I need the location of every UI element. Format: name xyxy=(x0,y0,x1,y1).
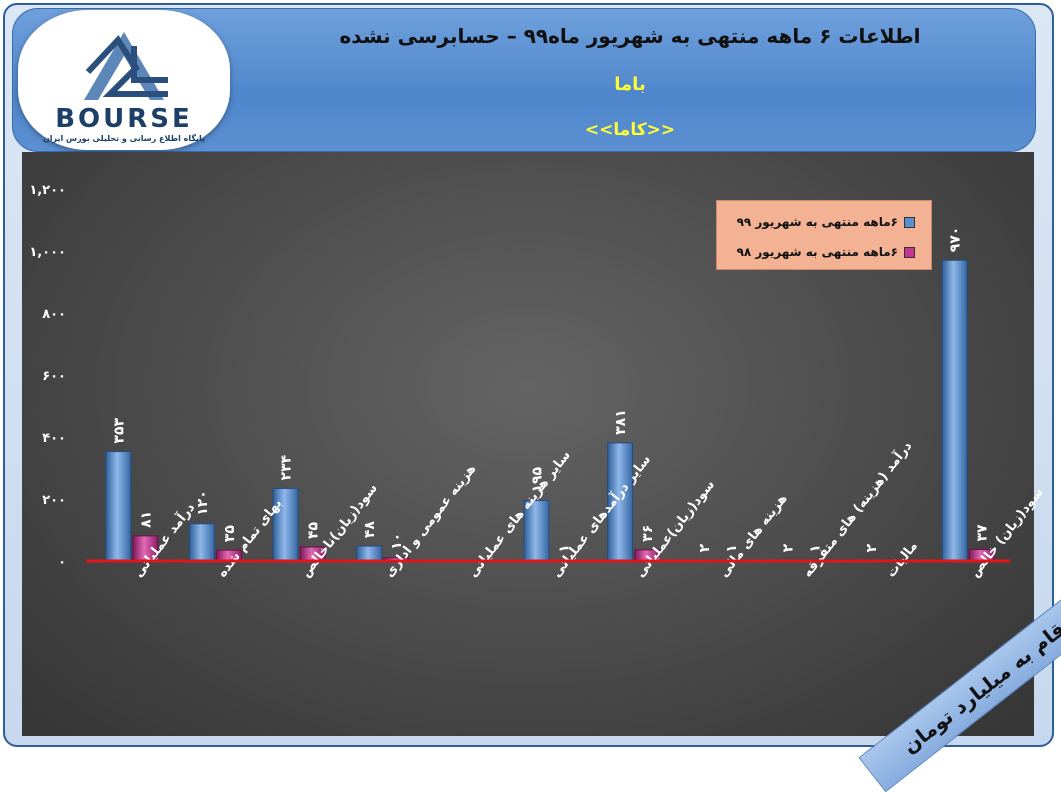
y-tick-label: ۸۰۰ xyxy=(42,307,66,322)
bar-99 xyxy=(106,452,131,561)
y-tick-label: ۰ xyxy=(58,555,66,570)
bar-99 xyxy=(189,524,214,561)
data-label: ۴۵ xyxy=(306,522,322,540)
data-label: ۴۸ xyxy=(362,521,378,539)
data-label: ۹۷۰ xyxy=(948,227,964,253)
data-label: ۳۸۱ xyxy=(613,409,629,435)
y-tick-label: ۴۰۰ xyxy=(42,431,66,446)
y-tick-label: ۱,۰۰۰ xyxy=(29,245,66,260)
data-label: ۱۲۰ xyxy=(195,490,211,516)
legend-swatch-98 xyxy=(904,247,915,258)
data-label: ۳۵ xyxy=(222,525,238,543)
legend-item-98: ۶ماهه منتهی به شهریور ۹۸ xyxy=(737,243,915,261)
legend: ۶ماهه منتهی به شهریور ۹۹ ۶ماهه منتهی به … xyxy=(716,200,932,270)
bar-99 xyxy=(942,260,967,561)
bar-99 xyxy=(357,546,382,561)
y-tick-label: ۱,۲۰۰ xyxy=(29,183,66,198)
data-label: ۲ xyxy=(697,543,713,552)
x-tick-label: هزینه عمومی و اداری xyxy=(382,462,479,581)
data-label: ۸۱ xyxy=(138,511,154,528)
legend-swatch-99 xyxy=(904,217,915,228)
y-tick-label: ۲۰۰ xyxy=(42,493,66,508)
legend-label-99: ۶ماهه منتهی به شهریور ۹۹ xyxy=(737,215,898,229)
data-label: ۳۷ xyxy=(975,524,991,542)
data-label: ۲۳۴ xyxy=(279,454,295,480)
data-label: ۲ xyxy=(864,543,880,552)
data-label: ۲ xyxy=(780,543,796,552)
data-label: ۳۶ xyxy=(640,525,656,542)
data-label: ۳۵۳ xyxy=(111,417,127,443)
x-tick-label: هزینه های مالی xyxy=(717,492,791,581)
legend-label-98: ۶ماهه منتهی به شهریور ۹۸ xyxy=(737,245,898,259)
y-tick-label: ۶۰۰ xyxy=(42,369,66,384)
legend-item-99: ۶ماهه منتهی به شهریور ۹۹ xyxy=(737,213,915,231)
